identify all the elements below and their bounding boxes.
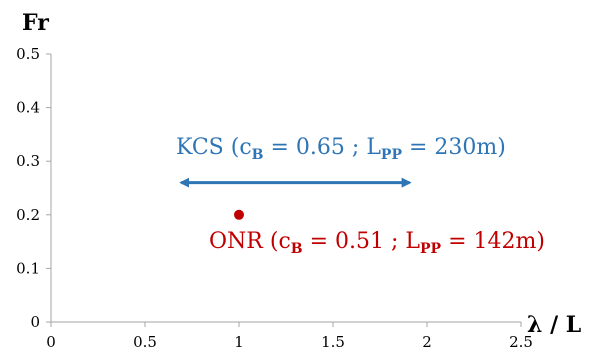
y-axis-title: Fr bbox=[22, 10, 49, 36]
onr-data-point bbox=[234, 209, 244, 220]
kcs-name: KCS bbox=[176, 135, 224, 160]
y-tick-label: 0.3 bbox=[16, 152, 40, 170]
x-tick-label: 1.5 bbox=[321, 333, 345, 351]
onr-annotation: ONR (cB = 0.51 ; LPP = 142m) bbox=[209, 229, 545, 257]
y-tick-label: 0.4 bbox=[16, 99, 40, 117]
x-axis-ticks: 0 0.5 1 1.5 2 2.5 bbox=[46, 322, 533, 351]
kcs-cb-value: = 0.65 ; bbox=[264, 135, 367, 160]
chart-marks bbox=[179, 177, 412, 220]
kcs-cb-subscript: B bbox=[252, 147, 264, 163]
y-tick-label: 0 bbox=[30, 313, 40, 331]
kcs-annotation: KCS (cB = 0.65 ; LPP = 230m) bbox=[176, 135, 506, 163]
onr-cb-value: = 0.51 ; bbox=[303, 229, 406, 254]
onr-lpp-value: = 142m) bbox=[441, 229, 545, 254]
onr-lpp-subscript: PP bbox=[420, 241, 442, 257]
y-tick-label: 0.1 bbox=[16, 259, 40, 277]
y-tick-label: 0.2 bbox=[16, 206, 40, 224]
y-axis-ticks: 0 0.1 0.2 0.3 0.4 0.5 bbox=[16, 45, 51, 331]
x-tick-label: 0 bbox=[46, 333, 56, 351]
x-axis-title: λ / L bbox=[527, 312, 581, 338]
x-tick-label: 2.5 bbox=[509, 333, 533, 351]
kcs-lpp-value: = 230m) bbox=[402, 135, 506, 160]
onr-name: ONR bbox=[209, 229, 264, 254]
x-tick-label: 2 bbox=[422, 333, 432, 351]
kcs-cb-symbol: c bbox=[239, 135, 251, 160]
x-tick-label: 1 bbox=[234, 333, 244, 351]
kcs-lpp-symbol: L bbox=[366, 135, 381, 160]
onr-cb-subscript: B bbox=[291, 241, 303, 257]
x-tick-label: 0.5 bbox=[133, 333, 157, 351]
onr-lpp-symbol: L bbox=[405, 229, 420, 254]
axes bbox=[50, 54, 521, 323]
y-tick-label: 0.5 bbox=[16, 45, 40, 63]
onr-cb-symbol: c bbox=[278, 229, 290, 254]
kcs-lpp-subscript: PP bbox=[381, 147, 403, 163]
